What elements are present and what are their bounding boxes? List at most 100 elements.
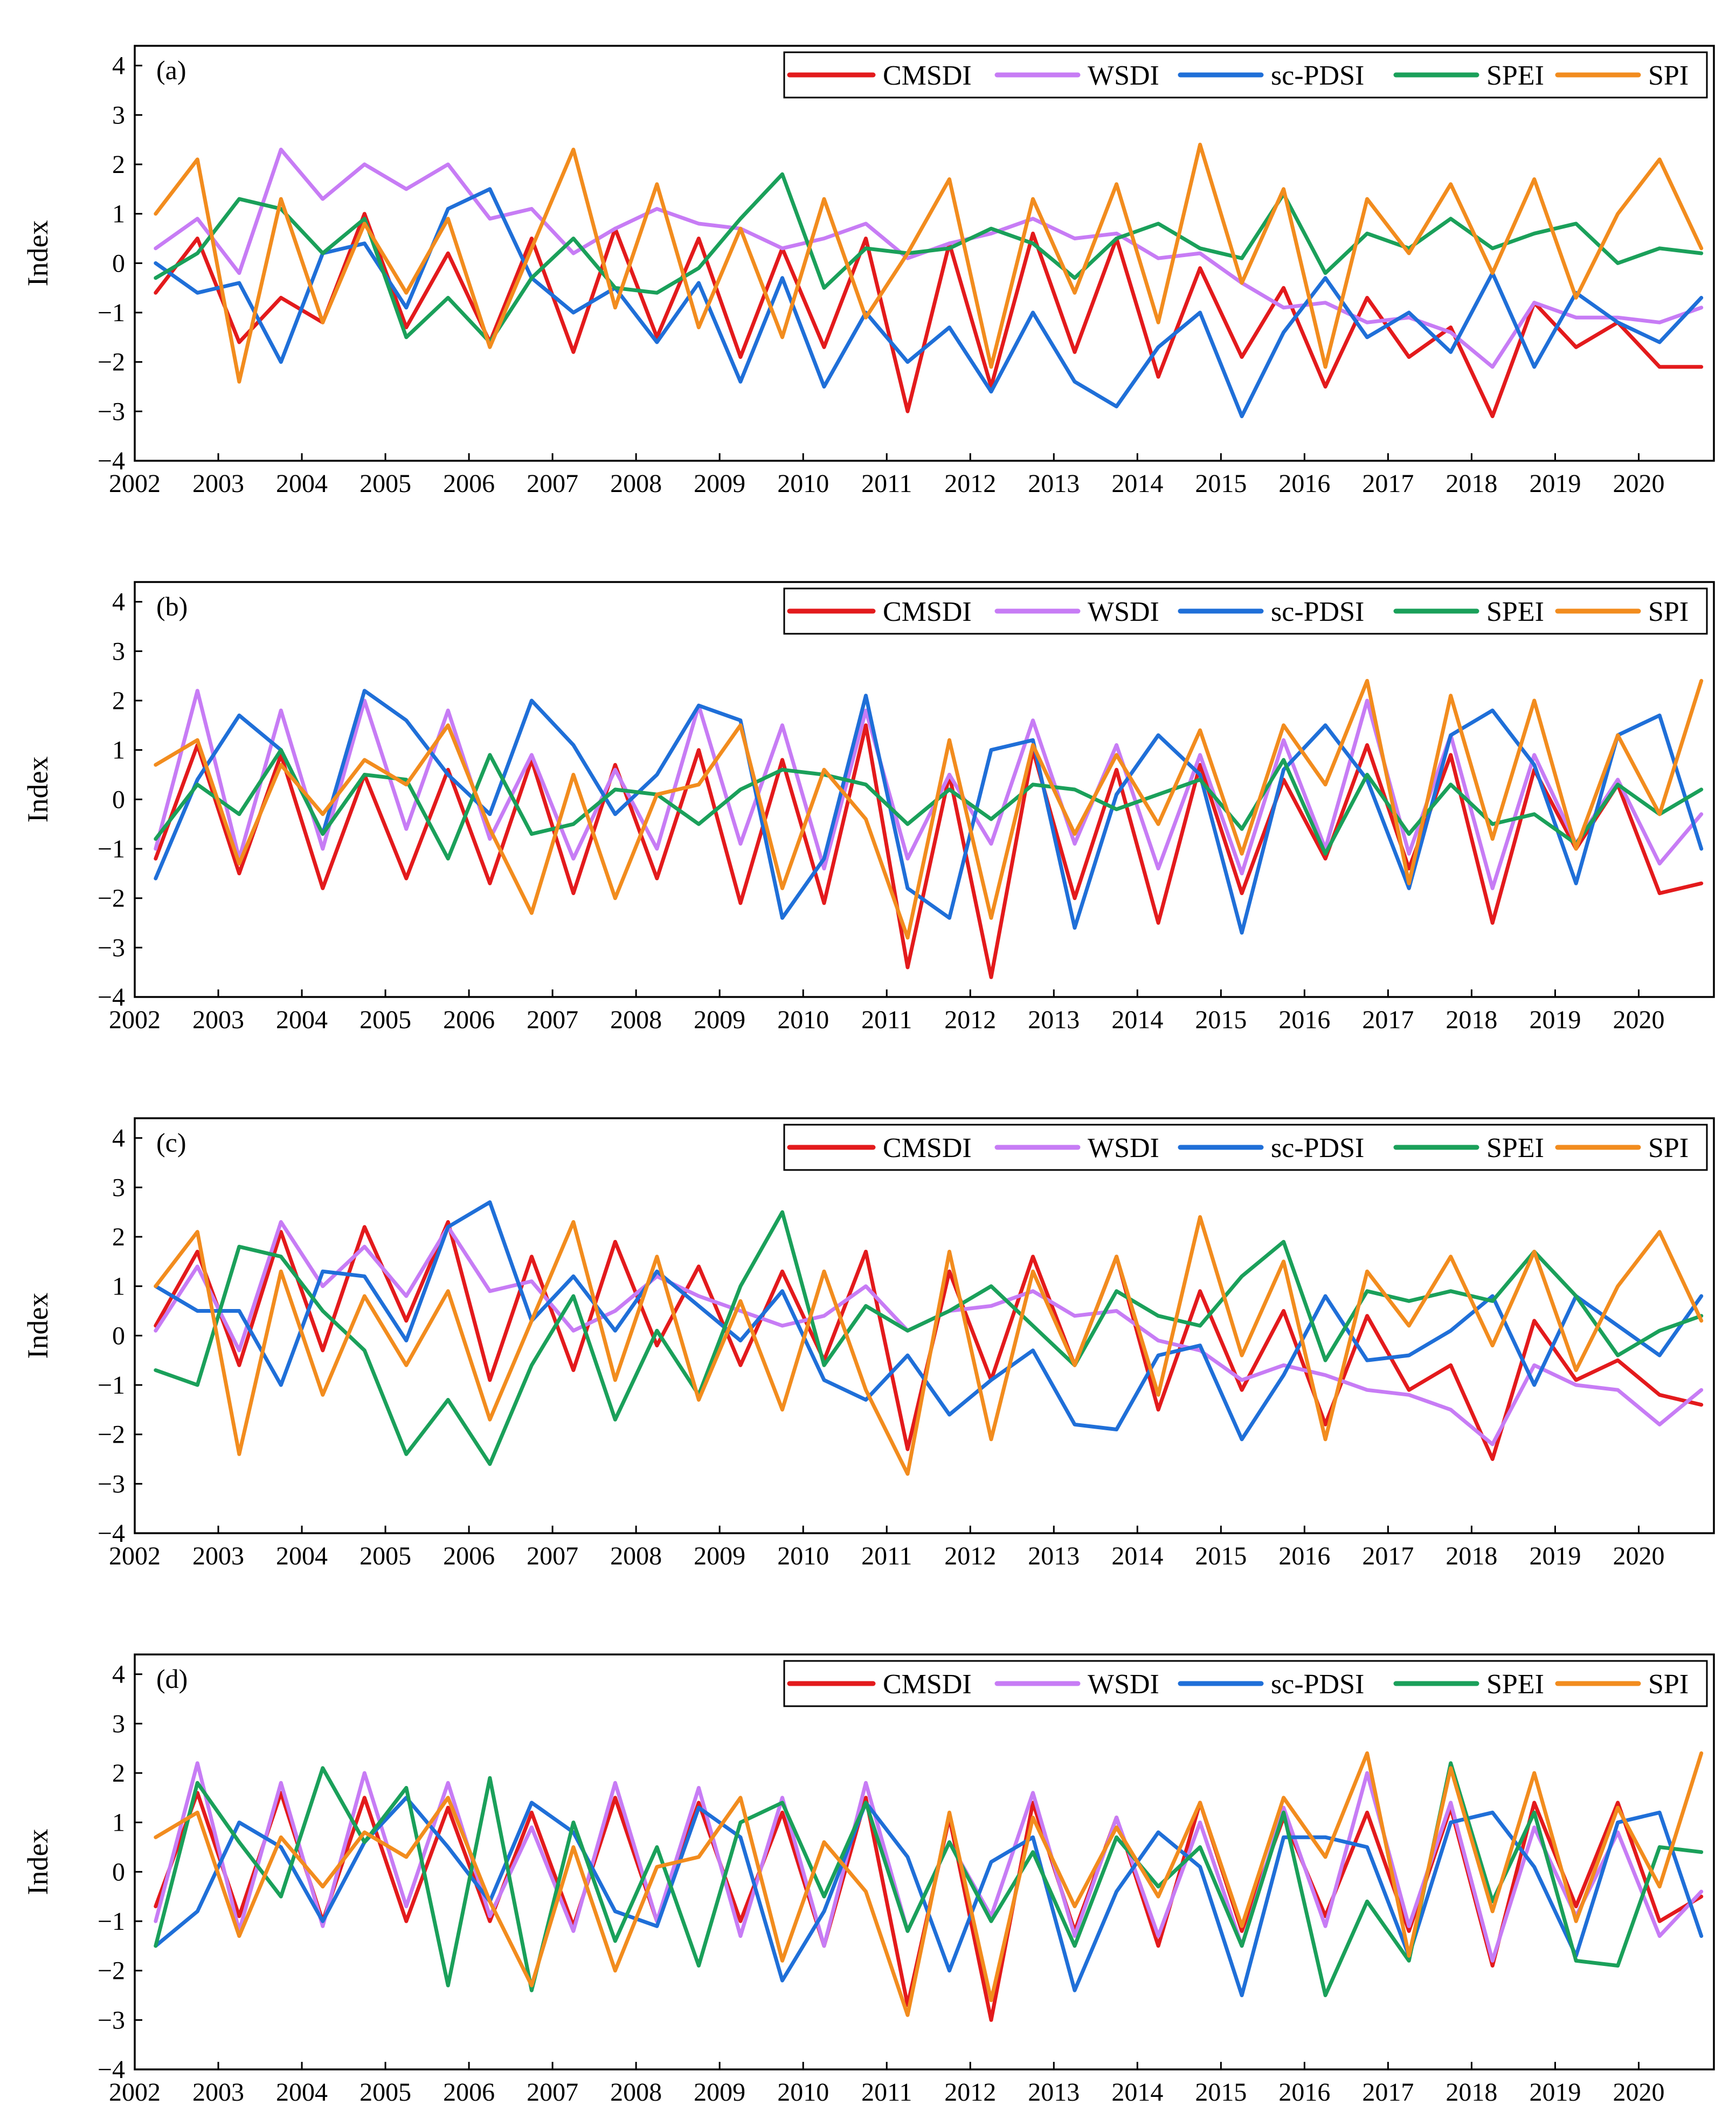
y-tick-label: 1 <box>112 1809 125 1837</box>
x-tick-label: 2006 <box>443 1006 495 1034</box>
series-group <box>154 678 1704 979</box>
y-tick-label: 3 <box>112 1709 125 1738</box>
y-tick-label: 1 <box>112 1272 125 1301</box>
x-tick-label: 2014 <box>1111 1542 1163 1570</box>
legend-label-sc-pdsi: sc-PDSI <box>1271 1133 1364 1164</box>
legend-label-spi: SPI <box>1648 1133 1689 1164</box>
x-tick-label: 2016 <box>1278 469 1330 498</box>
y-tick-label: 2 <box>112 687 125 715</box>
x-tick-label: 2017 <box>1362 2078 1414 2107</box>
x-tick-label: 2018 <box>1445 469 1497 498</box>
x-tick-label: 2011 <box>861 1006 912 1034</box>
x-tick-label: 2016 <box>1278 2078 1330 2107</box>
y-tick-label: −3 <box>98 2006 125 2034</box>
series-line-spi <box>154 678 1704 940</box>
x-tick-label: 2020 <box>1613 1006 1664 1034</box>
legend-label-spi: SPI <box>1648 60 1689 91</box>
x-tick-label: 2007 <box>527 1006 578 1034</box>
x-tick-label: 2009 <box>694 2078 745 2107</box>
y-tick-label: −1 <box>98 1371 125 1400</box>
x-tick-label: 2019 <box>1529 1006 1581 1034</box>
legend: CMSDI WSDI sc-PDSI SPEI SPI <box>783 1660 1708 1707</box>
x-tick-label: 2008 <box>610 1542 662 1570</box>
series-line-spei <box>154 748 1704 861</box>
x-tick-label: 2017 <box>1362 469 1414 498</box>
x-tick-label: 2013 <box>1028 1542 1080 1570</box>
series-group <box>154 142 1704 418</box>
legend: CMSDI WSDI sc-PDSI SPEI SPI <box>783 587 1708 635</box>
y-tick-label: 3 <box>112 637 125 666</box>
x-tick-label: 2015 <box>1195 1542 1247 1570</box>
x-tick-label: 2011 <box>861 2078 912 2107</box>
legend-label-wsdi: WSDI <box>1088 1133 1159 1164</box>
x-tick-label: 2016 <box>1278 1542 1330 1570</box>
y-axis-label: Index <box>22 757 54 823</box>
x-tick-label: 2017 <box>1362 1542 1414 1570</box>
series-line-spi <box>154 1215 1704 1476</box>
x-tick-label: 2017 <box>1362 1006 1414 1034</box>
y-tick-label: 0 <box>112 1858 125 1886</box>
legend-label-wsdi: WSDI <box>1088 597 1159 627</box>
y-tick-label: −4 <box>98 983 125 1012</box>
x-tick-label: 2013 <box>1028 1006 1080 1034</box>
x-tick-label: 2007 <box>527 2078 578 2107</box>
y-tick-label: −1 <box>98 1907 125 1936</box>
x-tick-label: 2007 <box>527 1542 578 1570</box>
x-tick-label: 2013 <box>1028 469 1080 498</box>
legend-label-spei: SPEI <box>1486 60 1544 91</box>
y-tick-label: 3 <box>112 101 125 129</box>
x-tick-label: 2014 <box>1111 1006 1163 1034</box>
legend-label-sc-pdsi: sc-PDSI <box>1271 1669 1364 1700</box>
series-line-sc-pdsi <box>154 187 1704 418</box>
legend-label-cmsdi: CMSDI <box>883 597 972 627</box>
y-tick-label: 0 <box>112 1321 125 1350</box>
x-tick-label: 2004 <box>276 1542 328 1570</box>
x-tick-label: 2014 <box>1111 2078 1163 2107</box>
legend-label-spei: SPEI <box>1486 597 1544 627</box>
plot-frame <box>134 45 1715 462</box>
series-line-spei <box>154 172 1704 344</box>
x-tick-label: 2005 <box>359 1542 411 1570</box>
series-line-spi <box>154 1751 1704 2017</box>
x-tick-label: 2012 <box>944 1006 996 1034</box>
x-tick-label: 2004 <box>276 1006 328 1034</box>
x-tick-label: 2018 <box>1445 1542 1497 1570</box>
x-tick-label: 2007 <box>527 469 578 498</box>
x-tick-label: 2008 <box>610 2078 662 2107</box>
series-line-spei <box>154 1210 1704 1466</box>
y-axis-label: Index <box>22 1829 54 1895</box>
y-tick-label: −4 <box>98 2055 125 2084</box>
legend-label-spi: SPI <box>1648 1669 1689 1700</box>
y-tick-label: −4 <box>98 1519 125 1548</box>
legend: CMSDI WSDI sc-PDSI SPEI SPI <box>783 51 1708 99</box>
x-tick-label: 2010 <box>777 469 829 498</box>
series-line-cmsdi <box>154 212 1704 418</box>
x-tick-label: 2009 <box>694 1006 745 1034</box>
legend-label-spei: SPEI <box>1486 1669 1544 1700</box>
y-tick-label: −2 <box>98 348 125 377</box>
series-line-sc-pdsi <box>154 1200 1704 1442</box>
legend-label-cmsdi: CMSDI <box>883 1133 972 1164</box>
x-tick-label: 2010 <box>777 2078 829 2107</box>
y-tick-label: 2 <box>112 150 125 179</box>
legend-label-wsdi: WSDI <box>1088 1669 1159 1700</box>
y-tick-label: 3 <box>112 1173 125 1202</box>
x-tick-label: 2002 <box>109 2078 161 2107</box>
y-tick-label: 2 <box>112 1223 125 1251</box>
legend-label-sc-pdsi: sc-PDSI <box>1271 597 1364 627</box>
panel-label: (a) <box>156 55 186 85</box>
x-tick-label: 2010 <box>777 1006 829 1034</box>
y-tick-label: −2 <box>98 1957 125 1985</box>
y-tick-label: 0 <box>112 249 125 278</box>
x-tick-label: 2002 <box>109 469 161 498</box>
y-tick-label: −2 <box>98 1421 125 1449</box>
panel-label: (c) <box>156 1127 186 1158</box>
x-tick-label: 2020 <box>1613 1542 1664 1570</box>
x-tick-label: 2005 <box>359 469 411 498</box>
x-tick-label: 2002 <box>109 1542 161 1570</box>
legend-label-cmsdi: CMSDI <box>883 1669 972 1700</box>
x-tick-label: 2005 <box>359 2078 411 2107</box>
series-group <box>154 1751 1704 2022</box>
